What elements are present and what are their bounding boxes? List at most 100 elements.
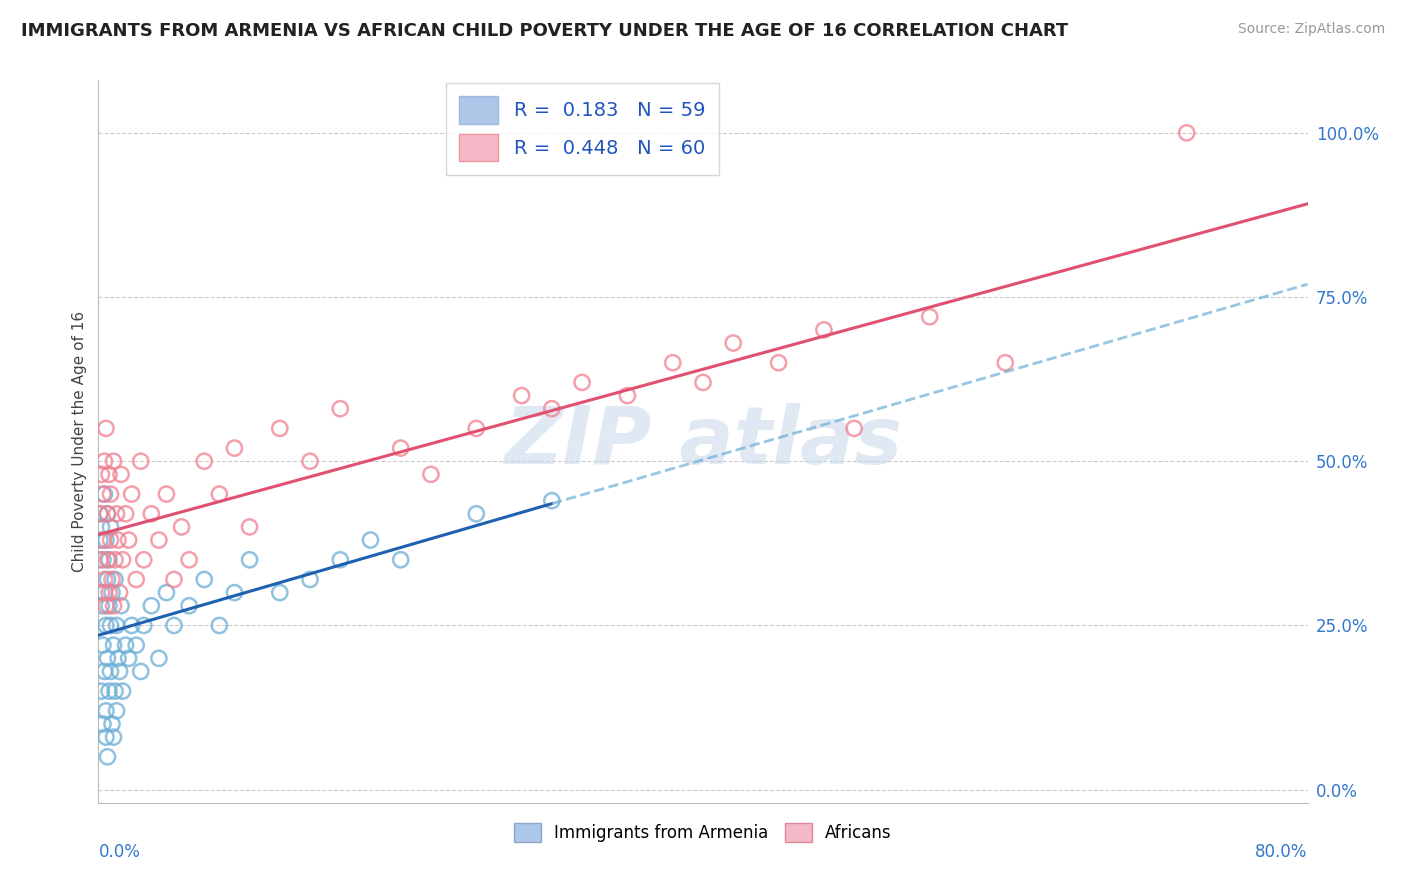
- Point: [208, 618, 231, 632]
- Text: 80.0%: 80.0%: [1256, 843, 1308, 861]
- Point: [1175, 126, 1198, 140]
- Point: [90, 585, 112, 599]
- Point: [93, 454, 115, 468]
- Point: [155, 487, 177, 501]
- Point: [93, 573, 115, 587]
- Point: [105, 618, 128, 632]
- Point: [918, 310, 941, 324]
- Text: IMMIGRANTS FROM ARMENIA VS AFRICAN CHILD POVERTY UNDER THE AGE OF 16 CORRELATION: IMMIGRANTS FROM ARMENIA VS AFRICAN CHILD…: [21, 22, 1069, 40]
- Point: [661, 356, 683, 370]
- Point: [91, 533, 114, 547]
- Point: [105, 704, 128, 718]
- Point: [193, 454, 215, 468]
- Point: [103, 454, 125, 468]
- Point: [465, 507, 488, 521]
- Text: 0.0%: 0.0%: [98, 843, 141, 861]
- Point: [148, 651, 170, 665]
- Point: [163, 618, 186, 632]
- Point: [103, 599, 125, 613]
- Point: [114, 638, 136, 652]
- Point: [163, 573, 186, 587]
- Point: [94, 730, 117, 744]
- Point: [360, 533, 382, 547]
- Point: [813, 323, 835, 337]
- Point: [125, 573, 148, 587]
- Point: [107, 533, 129, 547]
- Point: [96, 573, 118, 587]
- Point: [111, 684, 134, 698]
- Point: [91, 638, 114, 652]
- Point: [329, 401, 352, 416]
- Point: [96, 507, 118, 521]
- Point: [100, 487, 122, 501]
- Point: [420, 467, 443, 482]
- Point: [89, 507, 111, 521]
- Point: [179, 599, 201, 613]
- Point: [510, 388, 533, 402]
- Point: [94, 421, 117, 435]
- Point: [129, 665, 152, 679]
- Point: [90, 684, 112, 698]
- Point: [98, 467, 121, 482]
- Point: [104, 573, 127, 587]
- Point: [465, 421, 488, 435]
- Point: [121, 487, 143, 501]
- Point: [193, 573, 215, 587]
- Point: [98, 684, 121, 698]
- Point: [93, 585, 115, 599]
- Point: [101, 717, 124, 731]
- Point: [94, 533, 117, 547]
- Point: [96, 651, 118, 665]
- Text: Source: ZipAtlas.com: Source: ZipAtlas.com: [1237, 22, 1385, 37]
- Point: [132, 553, 155, 567]
- Point: [94, 599, 117, 613]
- Point: [148, 533, 170, 547]
- Point: [104, 553, 127, 567]
- Point: [125, 638, 148, 652]
- Point: [571, 376, 593, 390]
- Text: ZIP atlas: ZIP atlas: [503, 402, 903, 481]
- Point: [155, 585, 177, 599]
- Point: [105, 507, 128, 521]
- Point: [540, 401, 562, 416]
- Point: [100, 520, 122, 534]
- Point: [111, 553, 134, 567]
- Point: [100, 618, 122, 632]
- Point: [121, 618, 143, 632]
- Point: [208, 487, 231, 501]
- Point: [141, 599, 163, 613]
- Point: [141, 507, 163, 521]
- Point: [94, 704, 117, 718]
- Point: [692, 376, 714, 390]
- Point: [100, 665, 122, 679]
- Point: [90, 599, 112, 613]
- Point: [103, 638, 125, 652]
- Point: [96, 749, 118, 764]
- Point: [768, 356, 790, 370]
- Point: [329, 553, 352, 567]
- Point: [90, 467, 112, 482]
- Point: [89, 507, 111, 521]
- Y-axis label: Child Poverty Under the Age of 16: Child Poverty Under the Age of 16: [72, 311, 87, 572]
- Point: [91, 717, 114, 731]
- Point: [110, 599, 132, 613]
- Point: [723, 336, 745, 351]
- Point: [239, 520, 262, 534]
- Point: [389, 553, 412, 567]
- Point: [179, 553, 201, 567]
- Point: [93, 665, 115, 679]
- Point: [96, 553, 118, 567]
- Point: [540, 493, 562, 508]
- Point: [239, 553, 262, 567]
- Point: [132, 618, 155, 632]
- Point: [389, 441, 412, 455]
- Point: [91, 553, 114, 567]
- Point: [98, 585, 121, 599]
- Point: [108, 585, 131, 599]
- Point: [89, 533, 111, 547]
- Point: [94, 618, 117, 632]
- Point: [224, 585, 246, 599]
- Point: [118, 533, 141, 547]
- Point: [299, 454, 322, 468]
- Point: [299, 573, 322, 587]
